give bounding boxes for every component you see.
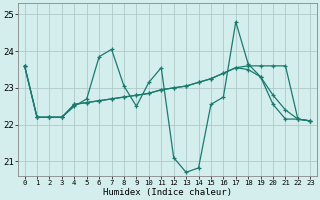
X-axis label: Humidex (Indice chaleur): Humidex (Indice chaleur)	[103, 188, 232, 197]
